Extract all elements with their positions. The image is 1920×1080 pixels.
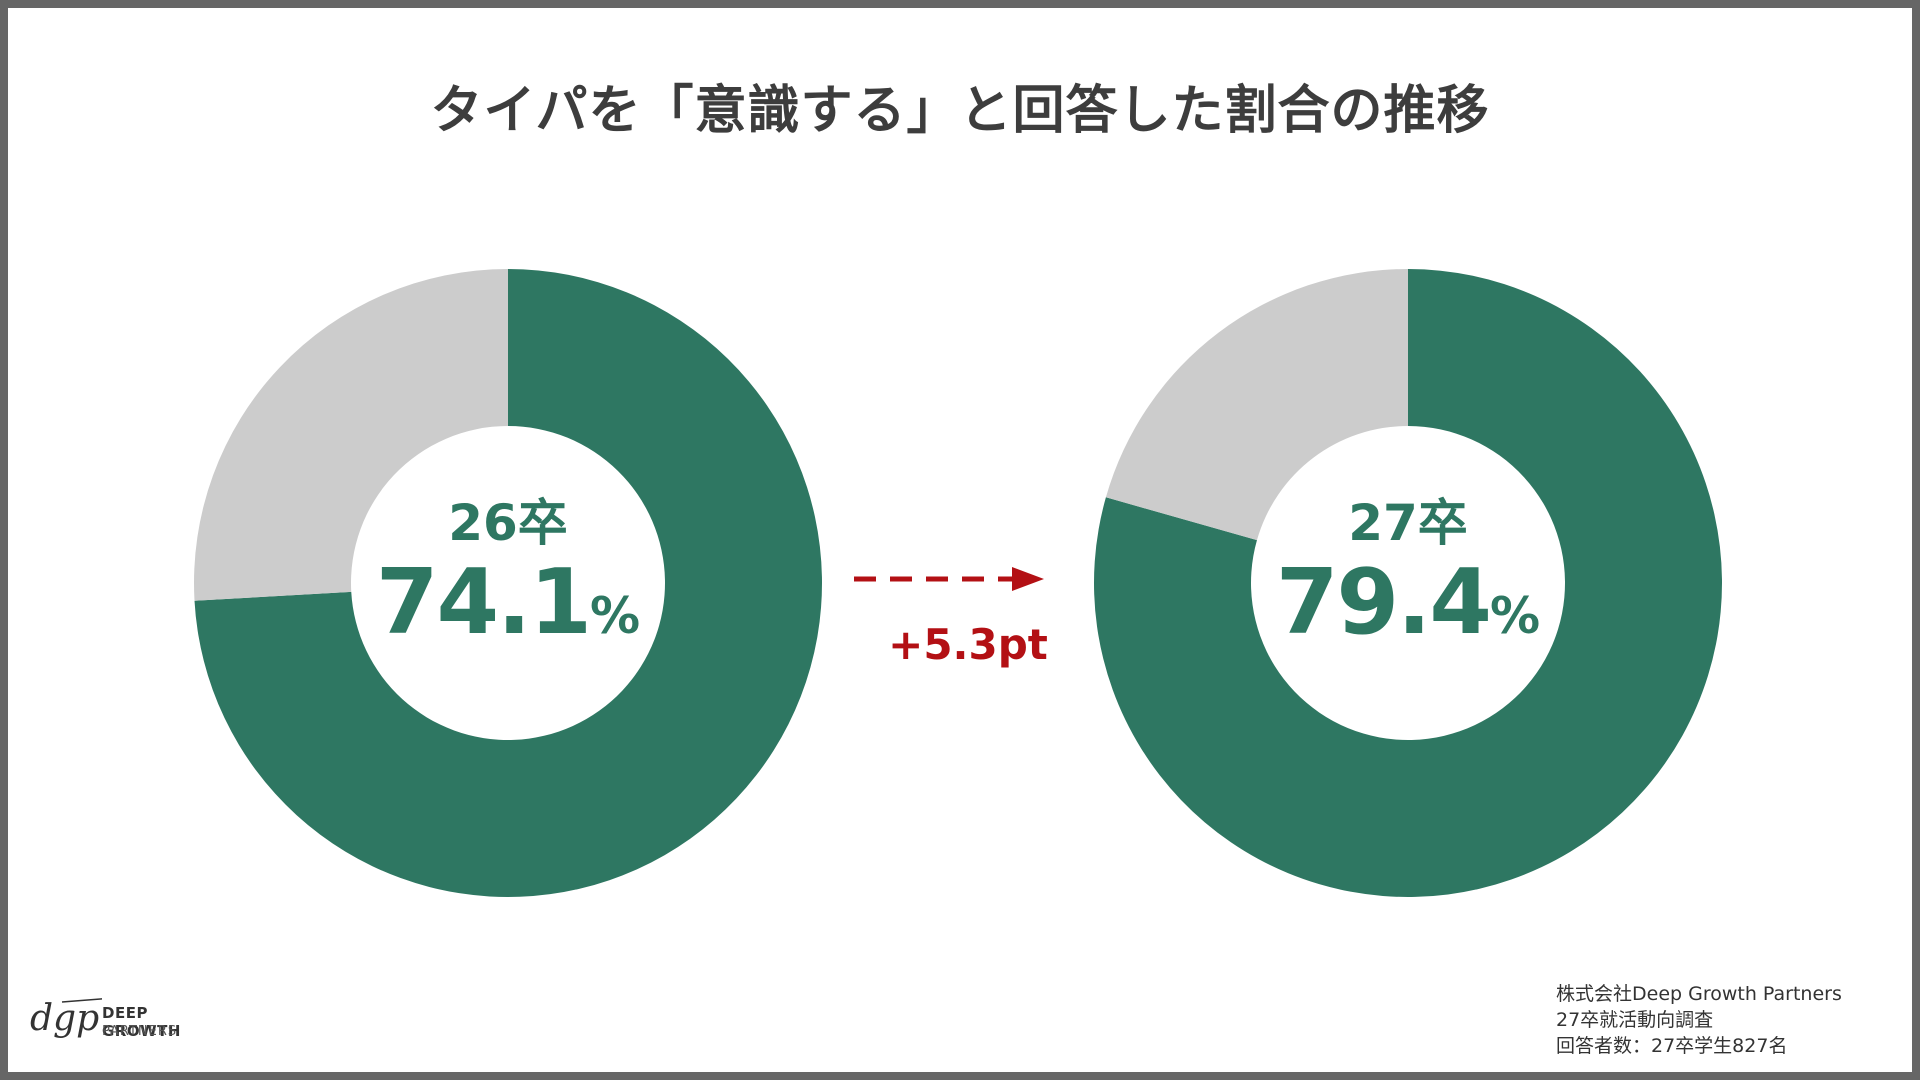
source-line-survey: 27卒就活動向調査: [1556, 1009, 1714, 1031]
source-line-company: 株式会社Deep Growth Partners: [1556, 983, 1842, 1005]
slide: タイパを「意識する」と回答した割合の推移 26卒 74.1% 27卒 79.4%…: [8, 8, 1912, 1072]
donut-0-slice-0: [194, 269, 823, 897]
percent-number-26: 74.1: [375, 550, 592, 655]
donut-0-slice-1: [193, 269, 508, 601]
source-note: 株式会社Deep Growth Partners 27卒就活動向調査 回答者数：…: [1556, 981, 1842, 1059]
change-arrow: [854, 567, 1044, 591]
arrow-head-icon: [1012, 567, 1044, 591]
source-line-respondents: 回答者数：27卒学生827名: [1556, 1035, 1788, 1057]
percent-number-27: 79.4: [1275, 550, 1492, 655]
dgp-logo-mark: dgp: [30, 998, 102, 1039]
donut-chart-26: [193, 269, 823, 897]
donut-center-26: 26卒 74.1%: [328, 493, 688, 666]
percent-value-27: 79.4%: [1228, 553, 1588, 666]
logo-mark-text: dgp: [30, 998, 99, 1039]
donut-charts: [193, 269, 1723, 897]
cohort-label-27: 27卒: [1348, 494, 1468, 552]
donut-1-slice-0: [1094, 269, 1723, 897]
donut-center-27: 27卒 79.4%: [1228, 493, 1588, 666]
percent-value-26: 74.1%: [328, 553, 688, 666]
percent-unit-26: %: [589, 587, 641, 645]
slide-title: タイパを「意識する」と回答した割合の推移: [430, 81, 1490, 141]
logo-name: DEEP GROWTH: [102, 1004, 181, 1040]
cohort-label-26: 26卒: [448, 494, 568, 552]
change-label: +5.3pt: [888, 620, 1048, 669]
donut-1-slice-1: [1105, 269, 1408, 541]
company-logo: dgp DEEP GROWTH PARTNERS: [22, 988, 232, 1058]
donut-chart-27: [1094, 269, 1723, 897]
logo-subname: PARTNERS: [102, 1024, 178, 1039]
percent-unit-27: %: [1489, 587, 1541, 645]
